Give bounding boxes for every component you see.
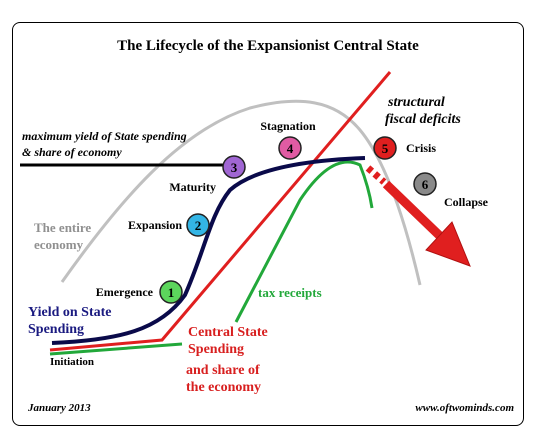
stage-2-badge: 2 xyxy=(186,213,210,237)
structural-deficits-label-line2: fiscal deficits xyxy=(385,112,461,127)
footer-date: January 2013 xyxy=(27,402,91,414)
stage-4-badge: 4 xyxy=(278,136,302,160)
stage-3-badge: 3 xyxy=(222,155,246,179)
entire-economy-label-line2: economy xyxy=(34,237,84,252)
central-spending-label-line1: Central State xyxy=(188,325,268,340)
footer-website: www.oftwominds.com xyxy=(415,402,514,414)
stage-6-label: Collapse xyxy=(444,195,489,209)
diagram-title: The Lifecycle of the Expansionist Centra… xyxy=(117,38,419,54)
yield-label-line1: Yield on State xyxy=(28,305,111,320)
stage-4-number: 4 xyxy=(287,141,294,156)
max-yield-label-line2: & share of economy xyxy=(22,145,122,159)
stage-1-badge: 1 xyxy=(159,280,183,304)
central-spending-label-line3: and share of xyxy=(186,363,260,378)
initiation-label: Initiation xyxy=(50,356,94,368)
collapse-arrow-head xyxy=(425,221,471,267)
stage-6-badge: 6 xyxy=(413,172,437,196)
collapse-arrow-shaft xyxy=(382,180,446,242)
crisis-dashed-segment xyxy=(365,165,387,185)
tax-receipts-curve xyxy=(234,160,374,323)
stage-1-number: 1 xyxy=(168,285,175,300)
yield-on-state-spending-curve xyxy=(51,156,366,345)
stage-6-number: 6 xyxy=(422,177,429,192)
stage-3-number: 3 xyxy=(231,160,238,175)
stage-5-label: Crisis xyxy=(406,141,436,155)
stage-4-label: Stagnation xyxy=(260,119,316,133)
entire-economy-label-line1: The entire xyxy=(34,220,91,235)
stage-5-badge: 5 xyxy=(373,136,397,160)
stage-2-label: Expansion xyxy=(128,218,182,232)
tax-receipts-label: tax receipts xyxy=(258,285,322,300)
max-yield-label-line1: maximum yield of State spending xyxy=(22,129,187,143)
structural-deficits-label-line1: structural xyxy=(387,95,445,110)
central-spending-label-line2: Spending xyxy=(188,342,244,357)
diagram-frame xyxy=(12,22,524,426)
stage-3-label: Maturity xyxy=(169,180,216,194)
yield-label-line2: Spending xyxy=(28,322,84,337)
tax-receipts-curve-low xyxy=(49,342,183,356)
stage-5-number: 5 xyxy=(382,141,389,156)
stage-2-number: 2 xyxy=(195,218,202,233)
stage-1-label: Emergence xyxy=(96,285,154,299)
central-spending-label-line4: the economy xyxy=(186,380,261,395)
